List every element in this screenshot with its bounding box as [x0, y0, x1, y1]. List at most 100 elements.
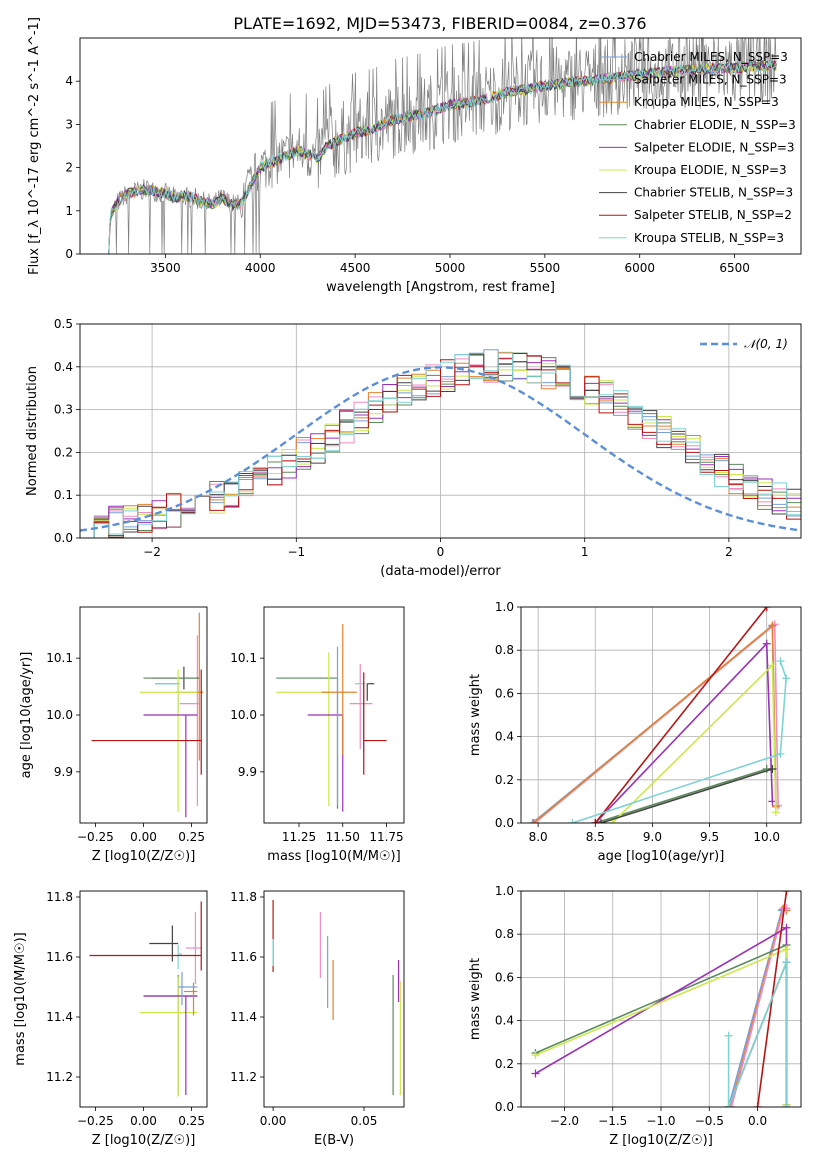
panel-7: −2.0 −1.5 −1.0 −0.5 0.0 0.0 0.2 0.4 0.6 0.8 1.0 Z [… — [468, 884, 802, 1148]
y-tick-label: 11.6 — [230, 950, 257, 964]
y-tick-label: 0.6 — [495, 970, 514, 984]
y-tick-label: 10.0 — [46, 708, 73, 722]
x-tick-label: −0.25 — [77, 1114, 114, 1128]
x-tick-label: 6000 — [624, 261, 655, 275]
legend-label: Chabrier STELIB, N_SSP=3 — [634, 186, 793, 200]
x-tick-label: 11.50 — [326, 830, 360, 844]
y-tick-label: 0.6 — [495, 686, 514, 700]
y-axis-label: mass [log10(M/M☉)] — [13, 932, 28, 1065]
y-tick-label: 10.0 — [230, 708, 257, 722]
legend-label: Kroupa STELIB, N_SSP=3 — [634, 231, 784, 245]
x-axis-label: wavelength [Angstrom, rest frame] — [326, 280, 555, 295]
weight-line-salpeter_stelib — [594, 607, 768, 823]
x-tick-label: 6500 — [719, 261, 750, 275]
x-tick-label: 0.0 — [748, 1114, 767, 1128]
weight-line-kroupa_stelib — [727, 962, 788, 1107]
axes-frame — [79, 606, 208, 824]
panel-5: −0.25 0.00 0.25 11.2 11.4 11.6 11.8 Z [log10(Z/… — [13, 890, 208, 1148]
axes-frame — [79, 890, 208, 1108]
panel-4: 8.0 8.5 9.0 9.5 10.0 0.0 0.2 0.4 0.6 0.8 1.0 age [l… — [468, 600, 802, 864]
figure-title: PLATE=1692, MJD=53473, FIBERID=0084, z=0… — [233, 14, 646, 33]
x-tick-label: 9.0 — [643, 830, 662, 844]
x-axis-label: (data-model)/error — [380, 564, 501, 579]
y-tick-label: 0.4 — [495, 1014, 514, 1028]
x-axis-label: age [log10(age/yr)] — [598, 849, 725, 864]
y-tick-label: 10.1 — [230, 651, 257, 665]
y-tick-label: 11.8 — [230, 890, 257, 904]
x-axis-label: mass [log10(M/M☉)] — [267, 849, 400, 864]
axes-frame — [520, 890, 802, 1108]
y-tick-label: 3 — [65, 117, 73, 131]
plot-area — [531, 891, 791, 1107]
x-tick-label: 4500 — [340, 261, 371, 275]
y-tick-label: 9.9 — [238, 765, 257, 779]
x-tick-label: 0.00 — [130, 830, 157, 844]
plot-area — [528, 607, 791, 823]
panel-3: 11.25 11.50 11.75 9.9 10.0 10.1 mass [log10(M/… — [230, 606, 405, 864]
x-tick-label: 11.25 — [282, 830, 316, 844]
axes-frame — [79, 323, 802, 539]
x-tick-label: −1.5 — [598, 1114, 627, 1128]
histogram-kroupa_stelib — [80, 352, 801, 538]
x-tick-label: 3500 — [150, 261, 181, 275]
y-tick-label: 0.8 — [495, 927, 514, 941]
y-tick-label: 11.4 — [46, 1010, 73, 1024]
y-tick-label: 0.4 — [54, 360, 73, 374]
x-tick-label: 0.25 — [178, 830, 205, 844]
legend-label: 𝒩(0, 1) — [744, 337, 788, 351]
y-tick-label: 1.0 — [495, 600, 514, 614]
y-tick-label: 11.8 — [46, 890, 73, 904]
x-tick-label: −2 — [143, 545, 161, 559]
y-tick-label: 11.2 — [230, 1070, 257, 1084]
x-tick-label: 1 — [581, 545, 589, 559]
x-axis-label: Z [log10(Z/Z☉)] — [92, 849, 196, 864]
plot-area — [108, 38, 777, 254]
weight-line-chabrier_elodie — [595, 768, 767, 823]
plot-area — [276, 624, 387, 812]
y-tick-label: 1.0 — [495, 884, 514, 898]
x-axis-label: Z [log10(Z/Z☉)] — [609, 1133, 713, 1148]
x-tick-label: 0 — [437, 545, 445, 559]
x-tick-label: 4000 — [245, 261, 276, 275]
y-tick-label: 10.1 — [46, 651, 73, 665]
x-tick-label: −0.25 — [77, 830, 114, 844]
x-tick-label: −2.0 — [550, 1114, 579, 1128]
axes-frame — [263, 890, 405, 1108]
x-axis-label: E(B-V) — [314, 1133, 354, 1148]
x-tick-label: −1.0 — [646, 1114, 675, 1128]
y-tick-label: 1 — [65, 204, 73, 218]
y-tick-label: 0.3 — [54, 403, 73, 417]
axes-frame — [79, 37, 802, 255]
y-axis-label: Normed distribution — [25, 366, 40, 496]
x-tick-label: 0.25 — [178, 1114, 205, 1128]
x-tick-label: 2 — [725, 545, 733, 559]
legend-top: Chabrier MILES, N_SSP=3 Salpeter MILES, N… — [599, 50, 796, 245]
legend-label: Salpeter ELODIE, N_SSP=3 — [634, 140, 795, 154]
x-tick-label: 5500 — [530, 261, 561, 275]
x-tick-label: 10.0 — [753, 830, 780, 844]
observed-spectrum — [110, 38, 777, 254]
legend-label: Chabrier ELODIE, N_SSP=3 — [634, 118, 796, 132]
y-tick-label: 0.4 — [495, 730, 514, 744]
panel-6: 0.00 0.05 11.2 11.4 11.6 11.8 E(B-V) — [230, 890, 405, 1148]
panel-2: −0.25 0.00 0.25 9.9 10.0 10.1 Z [log10(Z/Z☉)] a… — [19, 606, 208, 864]
x-tick-label: 8.0 — [529, 830, 548, 844]
y-tick-label: 2 — [65, 161, 73, 175]
y-tick-label: 0.2 — [495, 1057, 514, 1071]
plot-area — [89, 901, 202, 1097]
y-tick-label: 0.8 — [495, 643, 514, 657]
x-tick-label: 0.05 — [351, 1114, 378, 1128]
model-spectrum-kroupa_stelib — [108, 59, 777, 254]
y-tick-label: 0.5 — [54, 317, 73, 331]
x-tick-label: −1 — [287, 545, 305, 559]
legend-label: Kroupa ELODIE, N_SSP=3 — [634, 163, 787, 177]
y-tick-label: 0.1 — [54, 488, 73, 502]
x-axis-label: Z [log10(Z/Z☉)] — [92, 1133, 196, 1148]
y-tick-label: 11.2 — [46, 1070, 73, 1084]
model-spectrum-chabrier_stelib — [108, 60, 777, 254]
weight-line-chabrier_stelib — [600, 768, 773, 823]
plot-area — [91, 612, 204, 818]
y-tick-label: 4 — [65, 74, 73, 88]
weight-line-kroupa_stelib — [572, 660, 787, 823]
